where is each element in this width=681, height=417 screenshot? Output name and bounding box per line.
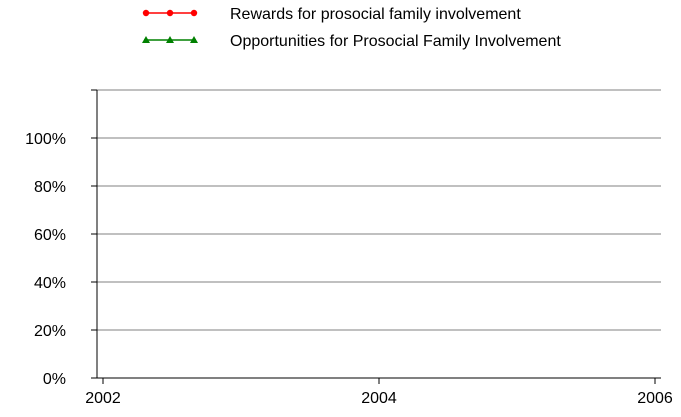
y-tick-label: 80%	[34, 179, 66, 196]
legend-label: Opportunities for Prosocial Family Invol…	[230, 33, 561, 50]
legend-marker	[142, 36, 150, 43]
axes: 0% 20% 40% 60% 80% 100% 2002 2004 2006	[25, 89, 673, 407]
legend-marker	[190, 9, 198, 17]
legend-item-rewards: Rewards for prosocial family involvement	[142, 6, 521, 23]
y-tick-label: 0%	[43, 371, 66, 388]
grid	[97, 89, 661, 331]
y-tick-label: 60%	[34, 227, 66, 244]
x-tick-label: 2006	[637, 390, 673, 407]
legend-label: Rewards for prosocial family involvement	[230, 6, 521, 23]
y-tick-label: 20%	[34, 323, 66, 340]
legend-marker	[142, 9, 150, 17]
legend: Rewards for prosocial family involvement…	[142, 6, 561, 50]
x-tick-label: 2004	[361, 390, 397, 407]
legend-marker	[166, 9, 174, 17]
x-tick-label: 2002	[85, 390, 121, 407]
legend-marker	[190, 36, 198, 43]
y-tick-label: 40%	[34, 275, 66, 292]
y-tick-label: 100%	[25, 131, 66, 148]
legend-item-opportunities: Opportunities for Prosocial Family Invol…	[142, 33, 561, 50]
legend-marker	[166, 36, 174, 43]
